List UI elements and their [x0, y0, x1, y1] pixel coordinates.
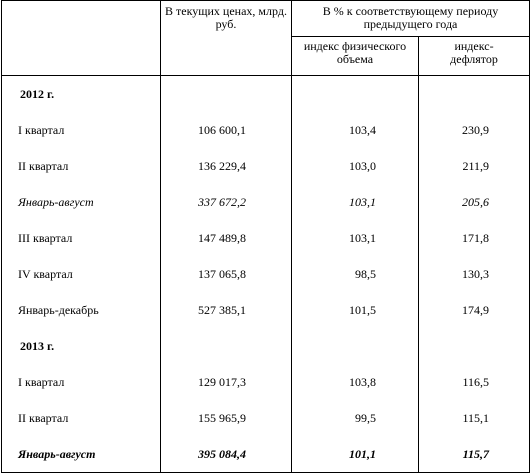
- row-label: 2012 г.: [1, 75, 161, 112]
- row-label: IV квартал: [1, 256, 161, 292]
- cell-value: 129 017,3: [160, 364, 292, 400]
- cell-value: 137 065,8: [160, 256, 292, 292]
- cell-value: 103,8: [291, 364, 419, 400]
- cell-value: 115,7: [417, 436, 530, 473]
- cell-value: 136 229,4: [160, 148, 292, 184]
- cell-value: 101,1: [291, 436, 419, 473]
- cell-value: 230,9: [417, 112, 530, 148]
- cell-value: 99,5: [291, 400, 419, 436]
- row-label: Январь-август: [1, 184, 161, 220]
- row-label: I квартал: [1, 112, 161, 148]
- cell-value: 101,5: [291, 292, 419, 328]
- row-label: Январь-август: [1, 436, 161, 473]
- empty-cell: [417, 328, 530, 364]
- header-cell: В % к соответствующему периоду предыдуще…: [290, 0, 530, 37]
- cell-value: 527 385,1: [160, 292, 292, 328]
- header-cell: индекс-дефлятор: [417, 36, 530, 76]
- table-row: II квартал 155 965,9 99,5 115,1: [1, 400, 530, 436]
- row-label: 2013 г.: [1, 328, 161, 364]
- cell-value: 103,1: [291, 220, 419, 256]
- cell-value: 115,1: [417, 400, 530, 436]
- cell-value: 147 489,8: [160, 220, 292, 256]
- table-row: II квартал 136 229,4 103,0 211,9: [1, 148, 530, 184]
- table-row: I квартал 106 600,1 103,4 230,9: [1, 112, 530, 148]
- cell-value: 171,8: [417, 220, 530, 256]
- header-cell: индекс физического объема: [291, 36, 419, 76]
- empty-cell: [160, 75, 292, 112]
- cell-value: 155 965,9: [160, 400, 292, 436]
- table-row: Январь-декабрь 527 385,1 101,5 174,9: [1, 292, 530, 328]
- empty-cell: [160, 328, 292, 364]
- corner-cell: [1, 0, 161, 76]
- cell-value: 103,4: [291, 112, 419, 148]
- table-row: 2012 г.: [1, 75, 530, 112]
- row-label: I квартал: [1, 364, 161, 400]
- table-row: III квартал 147 489,8 103,1 171,8: [1, 220, 530, 256]
- row-label: Январь-декабрь: [1, 292, 161, 328]
- cell-value: 106 600,1: [160, 112, 292, 148]
- cell-value: 103,1: [291, 184, 419, 220]
- cell-value: 205,6: [417, 184, 530, 220]
- table-row: Январь-август 395 084,4 101,1 115,7: [1, 436, 530, 473]
- cell-value: 103,0: [291, 148, 419, 184]
- table-row: IV квартал 137 065,8 98,5 130,3: [1, 256, 530, 292]
- header-cell: В текущих ценах, млрд. руб.: [160, 0, 292, 76]
- empty-cell: [291, 75, 419, 112]
- cell-value: 337 672,2: [160, 184, 292, 220]
- table-row: I квартал 129 017,3 103,8 116,5: [1, 364, 530, 400]
- table-row: 2013 г.: [1, 328, 530, 364]
- row-label: II квартал: [1, 400, 161, 436]
- cell-value: 174,9: [417, 292, 530, 328]
- empty-cell: [417, 75, 530, 112]
- cell-value: 98,5: [291, 256, 419, 292]
- cell-value: 395 084,4: [160, 436, 292, 473]
- table-row: Январь-август 337 672,2 103,1 205,6: [1, 184, 530, 220]
- table-body: 2012 г. I квартал 106 600,1 103,4 230,9 II кв…: [1, 75, 530, 473]
- row-label: II квартал: [1, 148, 161, 184]
- cell-value: 130,3: [417, 256, 530, 292]
- cell-value: 116,5: [417, 364, 530, 400]
- empty-cell: [291, 328, 419, 364]
- row-label: III квартал: [1, 220, 161, 256]
- cell-value: 211,9: [417, 148, 530, 184]
